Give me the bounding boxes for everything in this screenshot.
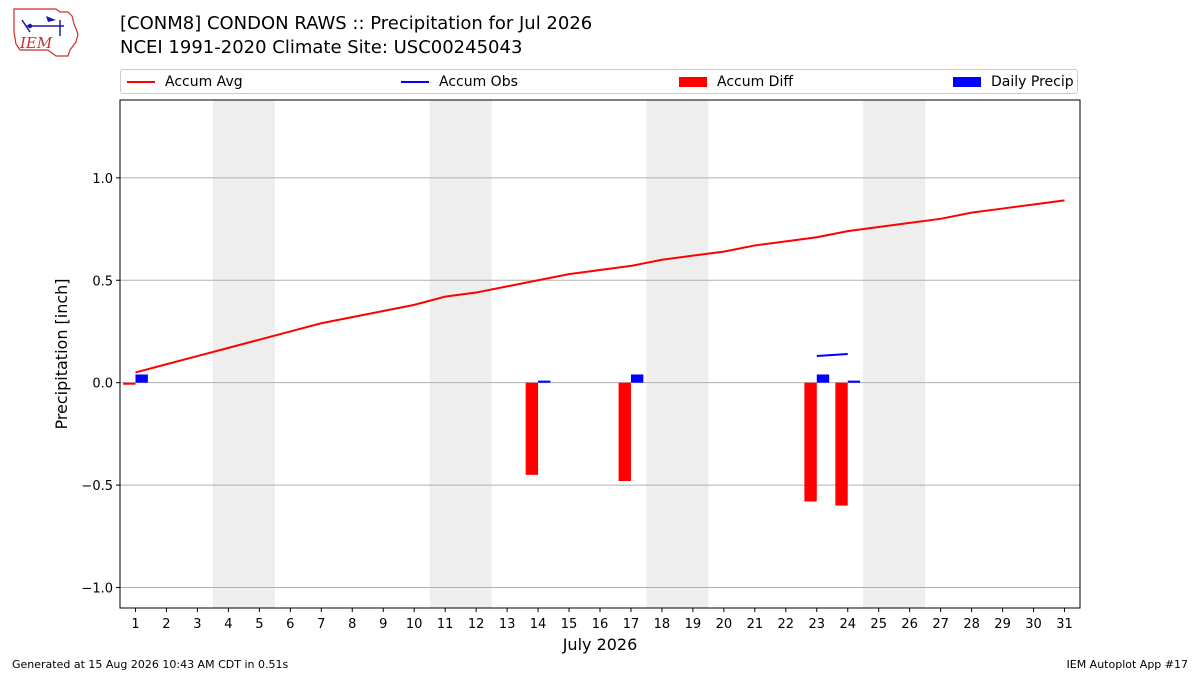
x-tick-label: 31 [1056,617,1073,632]
y-tick-label: −0.5 [81,479,113,494]
y-axis: −1.0 −0.5 0.0 0.5 1.0 [81,172,120,597]
accum-diff-bar [804,382,817,502]
x-tick-label: 29 [994,617,1011,632]
accum-diff-bar [835,382,848,506]
legend-item-accum-obs: Accum Obs [401,70,518,93]
footer-generated: Generated at 15 Aug 2026 10:43 AM CDT in… [12,658,289,671]
daily-precip-bar [816,374,830,383]
y-gridlines [120,177,1080,589]
legend-item-accum-diff: Accum Diff [679,70,793,93]
chart-subtitle: NCEI 1991-2020 Climate Site: USC00245043 [120,37,523,58]
legend-swatch-accum-avg [127,80,155,83]
x-tick-label: 14 [530,617,547,632]
x-tick-label: 19 [685,617,702,632]
accum-obs-line [816,353,848,358]
y-axis-label: Precipitation [inch] [52,278,71,429]
x-tick-label: 21 [747,617,764,632]
accum-avg-line [135,199,1065,374]
weekend-band-3 [646,100,709,608]
logo-text: IEM [19,34,53,52]
line-marks [135,199,1065,374]
legend-item-accum-avg: Accum Avg [127,70,243,93]
x-tick-label: 18 [654,617,671,632]
weekend-band-1 [212,100,275,608]
daily-precip-bar [538,380,551,383]
accum-diff-bar [618,382,631,481]
x-tick-label: 27 [932,617,949,632]
chart-title: [CONM8] CONDON RAWS :: Precipitation for… [120,13,593,34]
accum-diff-bar [123,382,136,385]
legend-swatch-daily-precip [953,76,981,87]
daily-precip-bar [135,374,148,383]
y-tick-label: 0.0 [92,377,113,392]
x-tick-label: 17 [623,617,640,632]
legend-label-accum-obs: Accum Obs [439,73,518,90]
x-tick-label: 3 [193,617,201,632]
x-tick-label: 24 [839,617,856,632]
y-tick-label: 0.5 [92,274,113,289]
x-tick-label: 25 [870,617,887,632]
accum-diff-bar [525,382,539,475]
legend-swatch-accum-diff [679,76,707,87]
legend-swatch-accum-obs [401,80,429,83]
legend-label-daily-precip: Daily Precip [991,73,1074,90]
legend-label-accum-diff: Accum Diff [717,73,794,90]
x-tick-label: 7 [317,617,325,632]
x-tick-label: 8 [348,617,356,632]
footer-app: IEM Autoplot App #17 [1066,658,1189,671]
daily-precip-bar [630,374,644,383]
bar-marks [123,374,861,506]
x-tick-label: 9 [379,617,387,632]
iem-logo: IEM [13,8,79,57]
weekend-shading [212,100,926,608]
y-tick-label: 1.0 [92,172,113,187]
x-tick-label: 23 [809,617,826,632]
x-tick-label: 5 [255,617,263,632]
x-tick-label: 10 [406,617,423,632]
x-tick-label: 12 [468,617,485,632]
x-tick-label: 2 [162,617,170,632]
x-tick-label: 30 [1025,617,1042,632]
x-tick-label: 1 [131,617,139,632]
legend-item-daily-precip: Daily Precip [953,70,1074,93]
x-tick-label: 20 [716,617,733,632]
x-axis-label: July 2026 [562,635,638,654]
daily-precip-bar [847,380,861,383]
x-tick-label: 6 [286,617,294,632]
weekend-band-2 [429,100,492,608]
x-tick-label: 28 [963,617,980,632]
x-tick-label: 16 [592,617,609,632]
x-tick-label: 11 [437,617,454,632]
x-tick-label: 15 [561,617,578,632]
x-tick-label: 4 [224,617,232,632]
x-tick-label: 26 [901,617,918,632]
y-tick-label: −1.0 [81,582,113,597]
x-tick-label: 13 [499,617,516,632]
legend-label-accum-avg: Accum Avg [165,73,243,90]
x-tick-label: 22 [778,617,795,632]
weekend-band-4 [863,100,926,608]
chart-legend: Accum Avg Accum Obs Accum Diff Daily Pre… [120,69,1078,94]
x-axis: 1 2 3 4 5 6 7 8 9 10 11 12 13 14 15 16 17 18 19 20 21 22 23 24 2… [131,608,1073,632]
